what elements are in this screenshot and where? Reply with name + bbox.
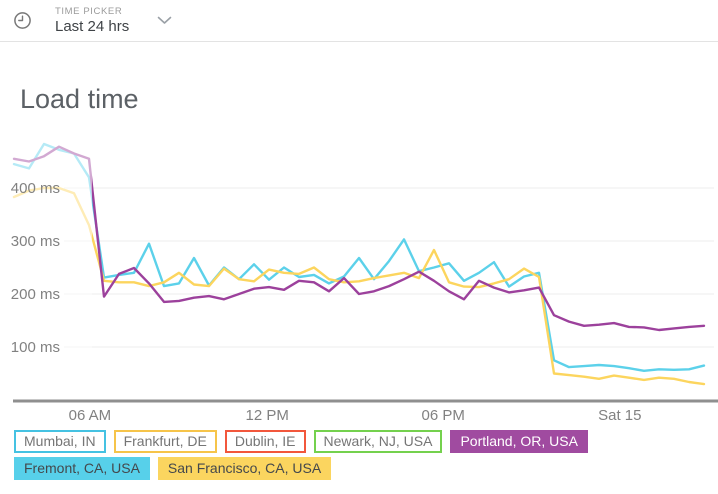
x-axis-label-12-pm: 12 PM: [246, 407, 289, 424]
x-axis-label-06-am: 06 AM: [69, 407, 112, 424]
time-picker-labels: TIME PICKER Last 24 hrs: [55, 6, 129, 35]
chevron-down-icon[interactable]: [157, 16, 172, 25]
time-picker-value: Last 24 hrs: [55, 18, 130, 35]
y-axis-label-100: 100 ms: [11, 339, 60, 356]
legend-item-san-francisco-ca-usa[interactable]: San Francisco, CA, USA: [157, 457, 332, 480]
legend-row-2: Fremont, CA, USA San Francisco, CA, USA: [14, 457, 718, 480]
legend-item-portland-or-usa[interactable]: Portland, OR, USA: [450, 430, 588, 453]
clock-icon: [13, 11, 33, 31]
load-time-chart: 400 ms 300 ms 200 ms 100 ms 06 AM 12 PM 06 PM S…: [11, 139, 718, 424]
time-picker-label: TIME PICKER: [55, 6, 123, 17]
time-picker[interactable]: TIME PICKER Last 24 hrs: [0, 0, 718, 42]
legend-item-newark-nj-usa[interactable]: Newark, NJ, USA: [313, 430, 443, 453]
x-axis-label-06-pm: 06 PM: [422, 407, 465, 424]
series-line-portland-or-usa: [12, 145, 706, 332]
legend-row-1: Mumbai, IN Frankfurt, DE Dublin, IE Newark,…: [14, 430, 718, 453]
page-title: Load time: [20, 84, 139, 114]
legend-item-fremont-ca-usa[interactable]: Fremont, CA, USA: [14, 457, 150, 480]
x-axis-label-sat-15: Sat 15: [598, 407, 641, 424]
legend-item-frankfurt-de[interactable]: Frankfurt, DE: [113, 430, 217, 453]
stale-data-fade-overlay: [12, 139, 92, 399]
series-line-fremont-ca-usa: [12, 142, 706, 373]
y-axis-label-300: 300 ms: [11, 233, 60, 250]
y-axis-label-200: 200 ms: [11, 286, 60, 303]
legend-item-mumbai-in[interactable]: Mumbai, IN: [14, 430, 106, 453]
series-line-san-francisco-ca-usa: [12, 186, 706, 386]
y-axis-label-400: 400 ms: [11, 180, 60, 197]
chart-legend: Mumbai, IN Frankfurt, DE Dublin, IE Newark,…: [14, 430, 718, 480]
legend-item-dublin-ie[interactable]: Dublin, IE: [224, 430, 306, 453]
